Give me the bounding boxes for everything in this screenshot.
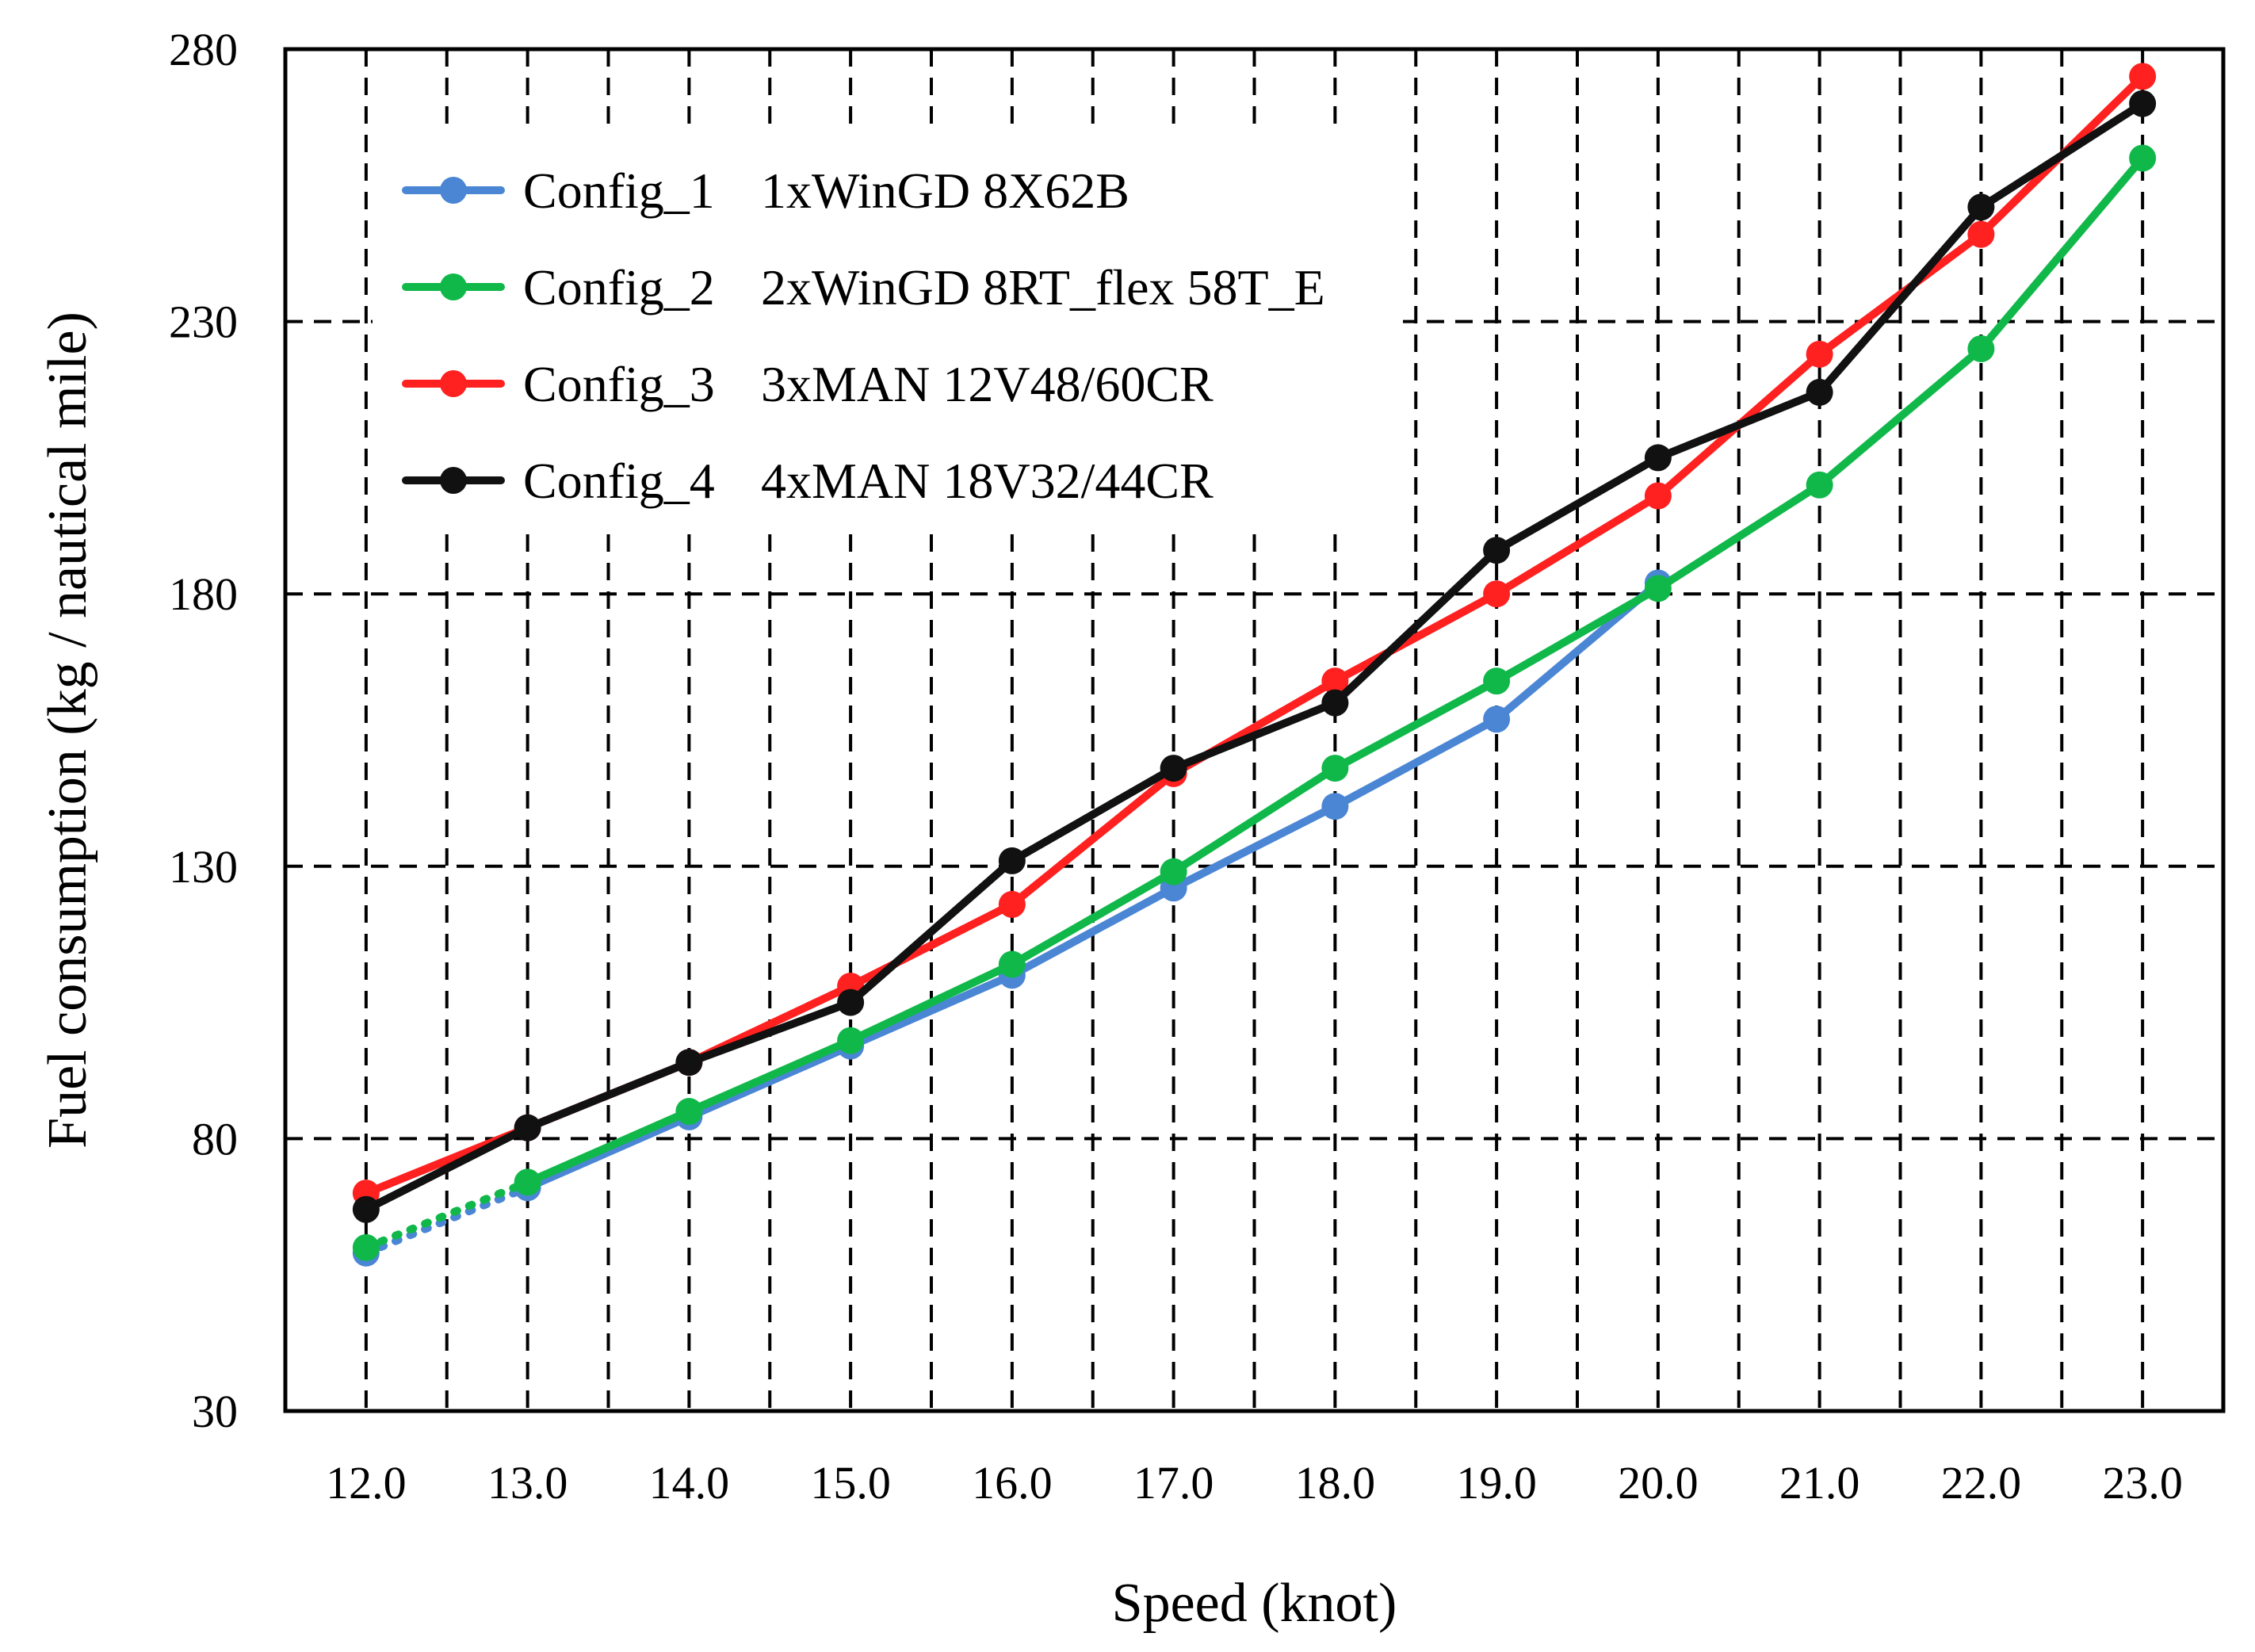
legend-series-label: 1xWinGD 8X62B (761, 163, 1129, 219)
data-point (1483, 537, 1511, 564)
series-line (523, 579, 1662, 1192)
data-point (1483, 706, 1511, 733)
y-tick-label: 80 (192, 1113, 238, 1164)
data-point (837, 989, 865, 1016)
data-point (514, 1114, 541, 1141)
data-point (837, 1027, 865, 1054)
data-point (2129, 90, 2157, 117)
x-tick-label: 20.0 (1618, 1457, 1699, 1509)
data-point (1321, 793, 1349, 820)
legend-swatch-marker (440, 467, 467, 494)
y-tick-label: 230 (169, 296, 238, 348)
x-tick-label: 14.0 (649, 1457, 730, 1509)
series-line-dotted (361, 1178, 532, 1252)
legend-series-label: 3xMAN 12V48/60CR (761, 356, 1213, 412)
legend-swatch-marker (440, 177, 467, 204)
data-point (998, 847, 1026, 874)
data-point (1644, 482, 1672, 510)
legend-series-name: Config_4 (523, 453, 715, 509)
data-point (1806, 378, 1833, 406)
legend-series-label: 2xWinGD 8RT_flex 58T_E (761, 259, 1325, 315)
ticks: 12.0 13.0 14.0 15.0 16.0 17.0 18.0 19.0 20.0 21.0… (169, 24, 2183, 1509)
legend-background (373, 131, 1403, 527)
y-tick-label: 180 (169, 568, 238, 620)
y-tick-label: 130 (169, 841, 238, 893)
data-point (675, 1098, 703, 1126)
plot-frame (283, 47, 2226, 1413)
data-point (1483, 667, 1511, 695)
data-point (1967, 193, 1995, 221)
x-tick-label: 13.0 (487, 1457, 568, 1509)
x-tick-label: 19.0 (1456, 1457, 1537, 1509)
data-point (2129, 63, 2157, 90)
legend-swatch-marker (440, 370, 467, 397)
data-point (1160, 755, 1187, 782)
y-tick-label: 30 (192, 1386, 238, 1437)
y-tick-label: 280 (169, 24, 238, 75)
data-point (1644, 444, 1672, 472)
legend-series-label: 4xMAN 18V32/44CR (761, 453, 1213, 509)
x-axis-title: Speed (knot) (1112, 1573, 1397, 1634)
data-point (1967, 335, 1995, 362)
data-point (1644, 575, 1672, 602)
x-tick-label: 21.0 (1779, 1457, 1860, 1509)
series (352, 63, 2157, 1267)
series-line (361, 99, 2147, 1214)
x-tick-label: 23.0 (2102, 1457, 2183, 1509)
x-tick-label: 17.0 (1133, 1457, 1214, 1509)
data-point (2129, 144, 2157, 172)
data-point (675, 1049, 703, 1076)
data-point (998, 950, 1026, 978)
legend-swatch-marker (440, 273, 467, 300)
x-tick-label: 18.0 (1295, 1457, 1376, 1509)
x-tick-label: 16.0 (972, 1457, 1053, 1509)
data-point (1321, 755, 1349, 782)
data-point (352, 1233, 380, 1261)
data-point (1967, 220, 1995, 248)
data-point (1483, 580, 1511, 608)
legend-series-name: Config_2 (523, 259, 715, 315)
data-point (514, 1168, 541, 1196)
data-point (1160, 858, 1187, 885)
data-point (1321, 667, 1349, 695)
data-point (998, 890, 1026, 918)
x-tick-label: 12.0 (326, 1457, 407, 1509)
y-axis-title: Fuel consumption (kg / nautical mile) (37, 312, 98, 1149)
x-tick-label: 15.0 (810, 1457, 891, 1509)
x-tick-label: 22.0 (1941, 1457, 2022, 1509)
data-point (352, 1195, 380, 1223)
data-point (1321, 689, 1349, 717)
legend-series-name: Config_1 (523, 163, 715, 219)
series-line-dotted (361, 1184, 532, 1257)
data-point (1806, 340, 1833, 368)
legend-series-name: Config_3 (523, 356, 715, 412)
legend: Config_1 1xWinGD 8X62B Config_2 2xWinGD 8RT… (402, 163, 1325, 509)
data-point (1806, 471, 1833, 499)
